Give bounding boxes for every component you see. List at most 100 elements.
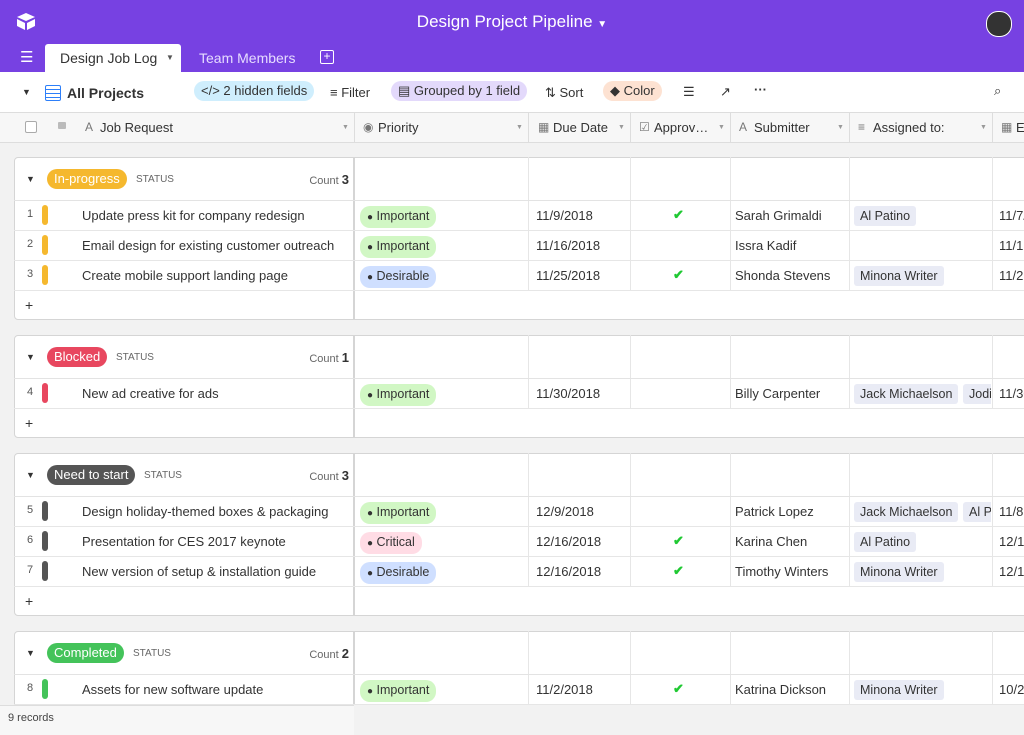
column-title[interactable]: Priority	[378, 120, 419, 135]
priority-pill: ● Important	[360, 502, 437, 524]
group-text: Grouped by 1 field	[413, 83, 521, 98]
base-title[interactable]: Design Project Pipeline	[416, 12, 593, 31]
row-line	[14, 704, 1024, 705]
cell-divider	[730, 335, 731, 408]
job-request[interactable]: Create mobile support landing page	[82, 268, 288, 283]
hidden-fields[interactable]: </> 2 hidden fields	[194, 81, 315, 101]
active-tab[interactable]	[45, 44, 181, 72]
group-button[interactable]: ▤ Grouped by 1 field	[391, 81, 528, 101]
count-label: Count	[309, 353, 339, 365]
assignee-pill: Al Patino	[854, 206, 917, 226]
extra-date: 10/2	[999, 682, 1024, 697]
due-date: 11/16/2018	[536, 238, 601, 253]
assignee-pill: Jack Michaelson	[854, 384, 959, 404]
cell-divider	[849, 631, 850, 704]
submitter: Timothy Winters	[735, 564, 829, 579]
job-request[interactable]: Update press kit for company redesign	[82, 208, 305, 223]
priority-pill: ● Critical	[360, 532, 422, 554]
tab[interactable]: Design Job Log	[60, 50, 158, 66]
column-title[interactable]: Due Date	[553, 120, 608, 135]
row-line	[14, 556, 1024, 557]
job-request[interactable]: Assets for new software update	[82, 682, 264, 697]
add-row[interactable]: +	[25, 415, 34, 431]
menu-icon[interactable]: ☰	[20, 49, 34, 66]
view-name[interactable]: All Projects	[67, 85, 145, 101]
assignee-pill: Jodi I	[963, 384, 991, 404]
avatar[interactable]	[986, 11, 1012, 37]
due-date: 12/16/2018	[536, 564, 602, 579]
lock-icon	[58, 122, 66, 129]
cell-divider	[630, 453, 631, 586]
submitter: Issra Kadif	[735, 238, 797, 253]
row-line	[14, 408, 1024, 409]
color-button[interactable]: ◆ Color	[603, 81, 662, 101]
add-row[interactable]: +	[25, 593, 34, 609]
collapse-toggle[interactable]: ▼	[26, 174, 35, 184]
approved-check: ✔	[673, 533, 684, 548]
job-request[interactable]: Email design for existing customer outre…	[82, 238, 335, 253]
cell-divider	[849, 157, 850, 290]
row-line	[14, 496, 1024, 497]
column-caret: ▼	[342, 124, 349, 131]
status-label: STATUS	[116, 352, 154, 363]
row-number: 7	[26, 564, 34, 576]
extra-cell: 11/7/	[993, 200, 1024, 230]
pane-divider	[353, 157, 355, 320]
priority-pill: ● Important	[360, 384, 437, 406]
column-title[interactable]: Assigned to:	[873, 120, 945, 135]
filter-button[interactable]: ≡ Filter	[330, 85, 371, 100]
count-value: 1	[341, 350, 349, 365]
count-label: Count	[309, 471, 339, 483]
cell-divider	[992, 157, 993, 290]
row-color	[42, 531, 48, 551]
column-icon: A	[85, 120, 94, 134]
tab-caret[interactable]: ▼	[166, 53, 174, 62]
cell-divider	[528, 453, 529, 586]
count-value: 2	[341, 646, 349, 661]
column-title[interactable]: Submitter	[754, 120, 810, 135]
add-tab[interactable]: +	[320, 50, 334, 64]
status-label: STATUS	[136, 174, 174, 185]
approved-check: ✔	[673, 563, 684, 578]
assignee-pill: Al Patino	[854, 532, 917, 552]
collapse-toggle[interactable]: ▼	[26, 470, 35, 480]
view-caret[interactable]: ▼	[22, 87, 31, 97]
status-pill: In-progress	[47, 169, 127, 189]
row-height-icon[interactable]: ☰	[683, 84, 695, 99]
column-title[interactable]: E	[1016, 120, 1024, 135]
more-icon[interactable]: ···	[754, 82, 767, 97]
row-number: 2	[26, 238, 34, 250]
extra-cell: 12/1	[993, 556, 1024, 586]
priority-text: Important	[376, 209, 430, 223]
due-date: 11/25/2018	[536, 268, 601, 283]
add-row[interactable]: +	[25, 297, 34, 313]
priority-text: Important	[376, 239, 430, 253]
color-text: Color	[623, 83, 655, 98]
collapse-toggle[interactable]: ▼	[26, 352, 35, 362]
sort-button[interactable]: ⇅ Sort	[545, 85, 584, 100]
column-divider	[849, 113, 850, 142]
column-title[interactable]: Approv…	[654, 120, 709, 135]
cell-divider	[849, 453, 850, 586]
search-icon[interactable]: ⌕	[994, 83, 1002, 98]
job-request[interactable]: New ad creative for ads	[82, 386, 219, 401]
submitter: Patrick Lopez	[735, 504, 814, 519]
share-icon[interactable]: ↗	[720, 84, 731, 99]
row-number: 3	[26, 268, 34, 280]
column-title[interactable]: Job Request	[100, 120, 173, 135]
status-pill: Need to start	[47, 465, 136, 485]
status-pill: Completed	[47, 643, 124, 663]
collapse-toggle[interactable]: ▼	[26, 648, 35, 658]
submitter: Katrina Dickson	[735, 682, 827, 697]
tab[interactable]: Team Members	[199, 50, 296, 66]
job-request[interactable]: Design holiday-themed boxes & packaging	[82, 504, 329, 519]
sort-text: Sort	[559, 85, 584, 100]
job-request[interactable]: New version of setup & installation guid…	[82, 564, 317, 579]
row-color	[42, 265, 48, 285]
select-all[interactable]	[25, 121, 37, 133]
extra-date: 12/1	[999, 564, 1024, 579]
assignee-pill: Minona Writer	[854, 266, 944, 286]
row-line	[14, 290, 1024, 291]
job-request[interactable]: Presentation for CES 2017 keynote	[82, 534, 286, 549]
submitter: Billy Carpenter	[735, 386, 821, 401]
